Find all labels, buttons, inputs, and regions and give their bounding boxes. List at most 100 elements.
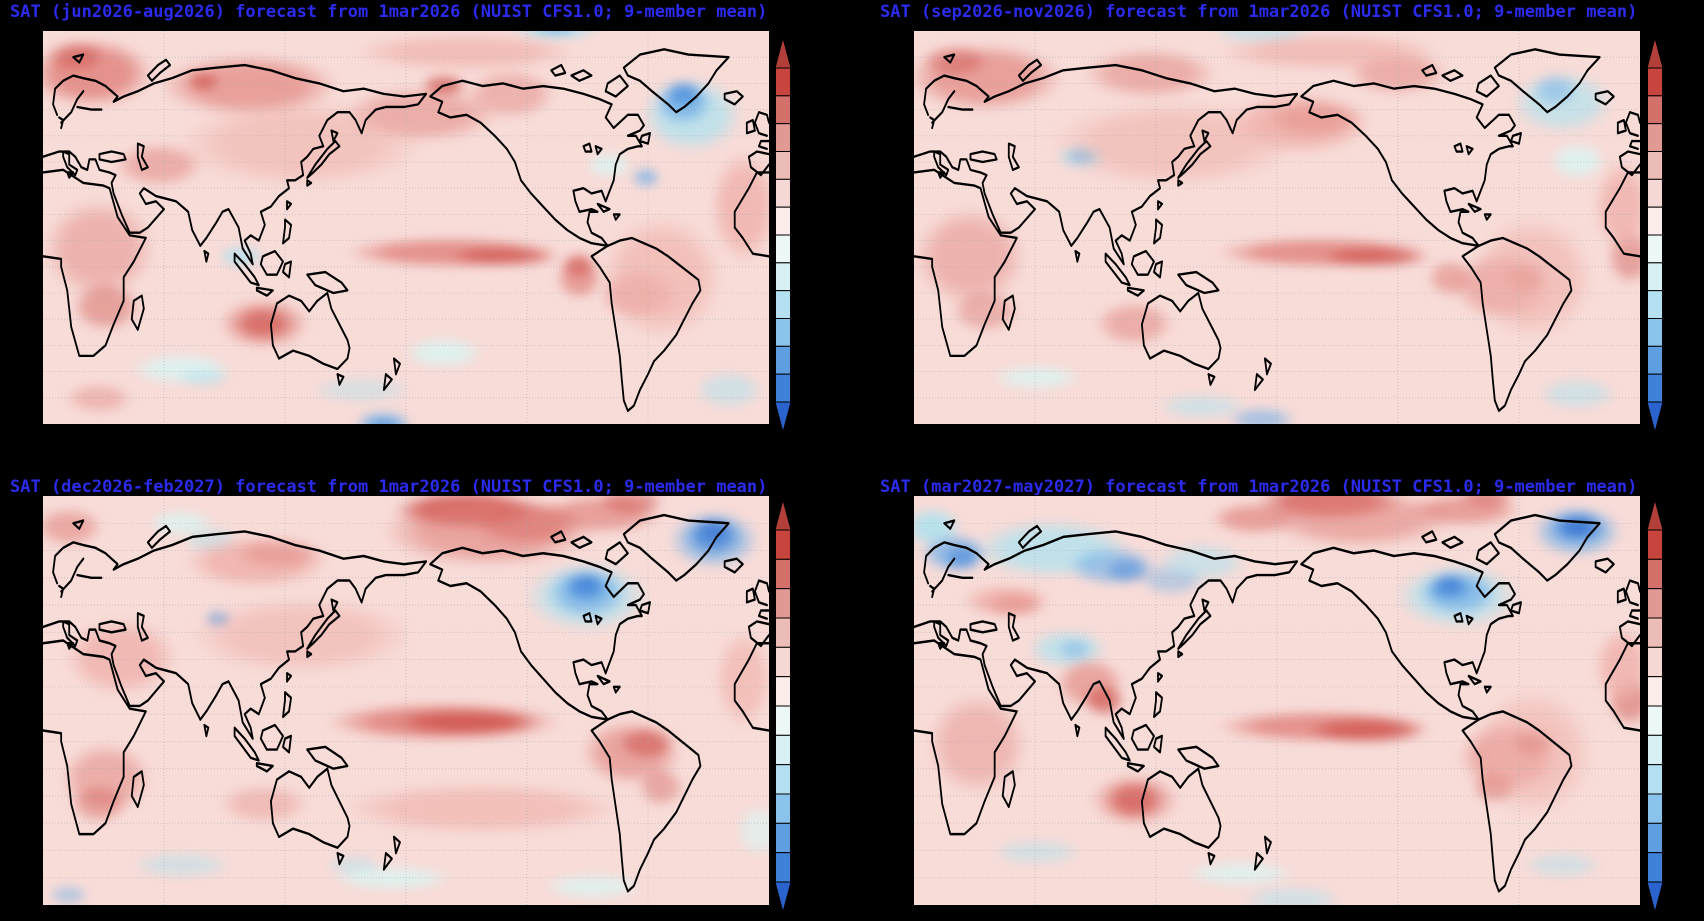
gridlines <box>43 496 769 905</box>
anomaly-blob <box>977 360 1097 395</box>
world-map-djf2026-27 <box>42 495 771 907</box>
anomaly-blob <box>46 730 166 827</box>
colorbar-segment <box>775 123 791 152</box>
colorbar-segment <box>1647 318 1663 347</box>
anomaly-blob <box>1142 390 1262 424</box>
anomaly-blob <box>361 417 406 424</box>
anomaly-blob <box>1449 496 1525 510</box>
colorbar-segment <box>1647 529 1663 560</box>
world-map-son2026 <box>913 30 1642 426</box>
colorbar-arrow-warm <box>1647 38 1663 69</box>
colorbar-segment <box>1647 262 1663 292</box>
colorbar-scale <box>1647 38 1663 432</box>
anomaly-blob <box>676 509 751 562</box>
colorbar-segment <box>1647 373 1663 403</box>
anomaly-field <box>914 31 1640 424</box>
colorbar-segment <box>775 793 791 824</box>
colorbar-segment <box>1647 290 1663 320</box>
anomaly-blob <box>977 834 1097 870</box>
anomaly-blob <box>61 778 136 831</box>
colorbar-arrow-cold <box>1647 881 1663 912</box>
anomaly-blob <box>567 570 605 597</box>
anomaly-blob <box>1179 31 1480 78</box>
anomaly-blob <box>947 579 1067 623</box>
anomaly-blob <box>43 882 95 905</box>
anomaly-blob <box>1078 678 1131 723</box>
temperature-colorbar <box>775 38 791 432</box>
colorbar-scale <box>775 500 791 912</box>
colorbar-segment <box>775 234 791 264</box>
colorbar-segment <box>1647 852 1663 883</box>
temperature-colorbar <box>775 500 791 912</box>
panel-title-son2026: SAT (sep2026-nov2026) forecast from 1mar… <box>880 2 1638 22</box>
anomaly-blob <box>1097 776 1172 824</box>
colorbar-segment <box>775 617 791 648</box>
colorbar-segment <box>1647 345 1663 375</box>
panel-title-djf2026-27: SAT (dec2026-feb2027) forecast from 1mar… <box>10 477 768 497</box>
anomaly-blob <box>586 496 676 519</box>
colorbar-segment <box>1647 558 1663 590</box>
colorbar-segment <box>775 318 791 347</box>
world-map-mam2027 <box>913 495 1642 907</box>
anomaly-blob <box>293 774 669 844</box>
panel-mam2027: SAT (mar2027-may2027) forecast from 1mar… <box>852 461 1704 921</box>
colorbar-arrow-cold <box>775 401 791 432</box>
gridlines <box>914 496 1640 905</box>
anomaly-blob <box>1082 294 1187 353</box>
panel-son2026: SAT (sep2026-nov2026) forecast from 1mar… <box>852 0 1704 460</box>
graticule-coastline-overlay <box>914 31 1640 424</box>
anomaly-blob <box>1389 496 1540 532</box>
anomaly-blob <box>226 302 301 345</box>
colorbar-segment <box>775 67 791 97</box>
anomaly-blob <box>1224 882 1360 905</box>
colorbar-segment <box>775 290 791 320</box>
colorbar-segment <box>1647 617 1663 648</box>
colorbar-arrow-cold <box>1647 401 1663 432</box>
colorbar-segment <box>1647 151 1663 180</box>
colorbar-segment <box>775 262 791 292</box>
panel-jja2026: SAT (jun2026-aug2026) forecast from 1mar… <box>0 0 852 460</box>
anomaly-blob <box>166 365 241 391</box>
anomaly-field <box>43 31 769 424</box>
colorbar-segment <box>775 705 791 736</box>
colorbar-segment <box>775 95 791 125</box>
colorbar-segment <box>775 852 791 883</box>
colorbar-segment <box>775 588 791 619</box>
colorbar-scale <box>775 38 791 432</box>
colorbar-segment <box>1647 206 1663 236</box>
colorbar-segment <box>1647 234 1663 264</box>
anomaly-blob <box>113 847 249 883</box>
anomaly-blob <box>914 674 1045 814</box>
anomaly-blob <box>1284 713 1450 749</box>
anomaly-blob <box>683 365 769 416</box>
colorbar-arrow-warm <box>775 500 791 531</box>
graticule-coastline-overlay <box>43 31 769 424</box>
colorbar-segment <box>775 822 791 854</box>
colorbar-segment <box>1647 705 1663 736</box>
anomaly-blob <box>1554 513 1600 542</box>
colorbar-segment <box>775 529 791 560</box>
graticule-coastline-overlay <box>43 496 769 905</box>
colorbar-segment <box>775 373 791 403</box>
colorbar-segment <box>1647 95 1663 125</box>
colorbar-segment <box>775 558 791 590</box>
colorbar-segment <box>775 178 791 208</box>
colorbar-arrow-warm <box>1647 500 1663 531</box>
anomaly-blob <box>1509 847 1615 883</box>
anomaly-blob <box>43 181 174 316</box>
anomaly-blob <box>578 148 639 182</box>
colorbar-segment <box>1647 588 1663 619</box>
anomaly-blob <box>53 377 144 420</box>
colorbar-segment <box>775 151 791 180</box>
colorbar-segment <box>1647 676 1663 707</box>
colorbar-segment <box>1647 67 1663 97</box>
colorbar-segment <box>775 734 791 766</box>
panel-djf2026-27: SAT (dec2026-feb2027) forecast from 1mar… <box>0 461 852 921</box>
colorbar-segment <box>775 206 791 236</box>
gridlines <box>914 31 1640 424</box>
anomaly-blob <box>368 704 564 740</box>
temperature-colorbar <box>1647 38 1663 432</box>
anomaly-field <box>914 496 1640 905</box>
anomaly-blob <box>1524 373 1630 416</box>
